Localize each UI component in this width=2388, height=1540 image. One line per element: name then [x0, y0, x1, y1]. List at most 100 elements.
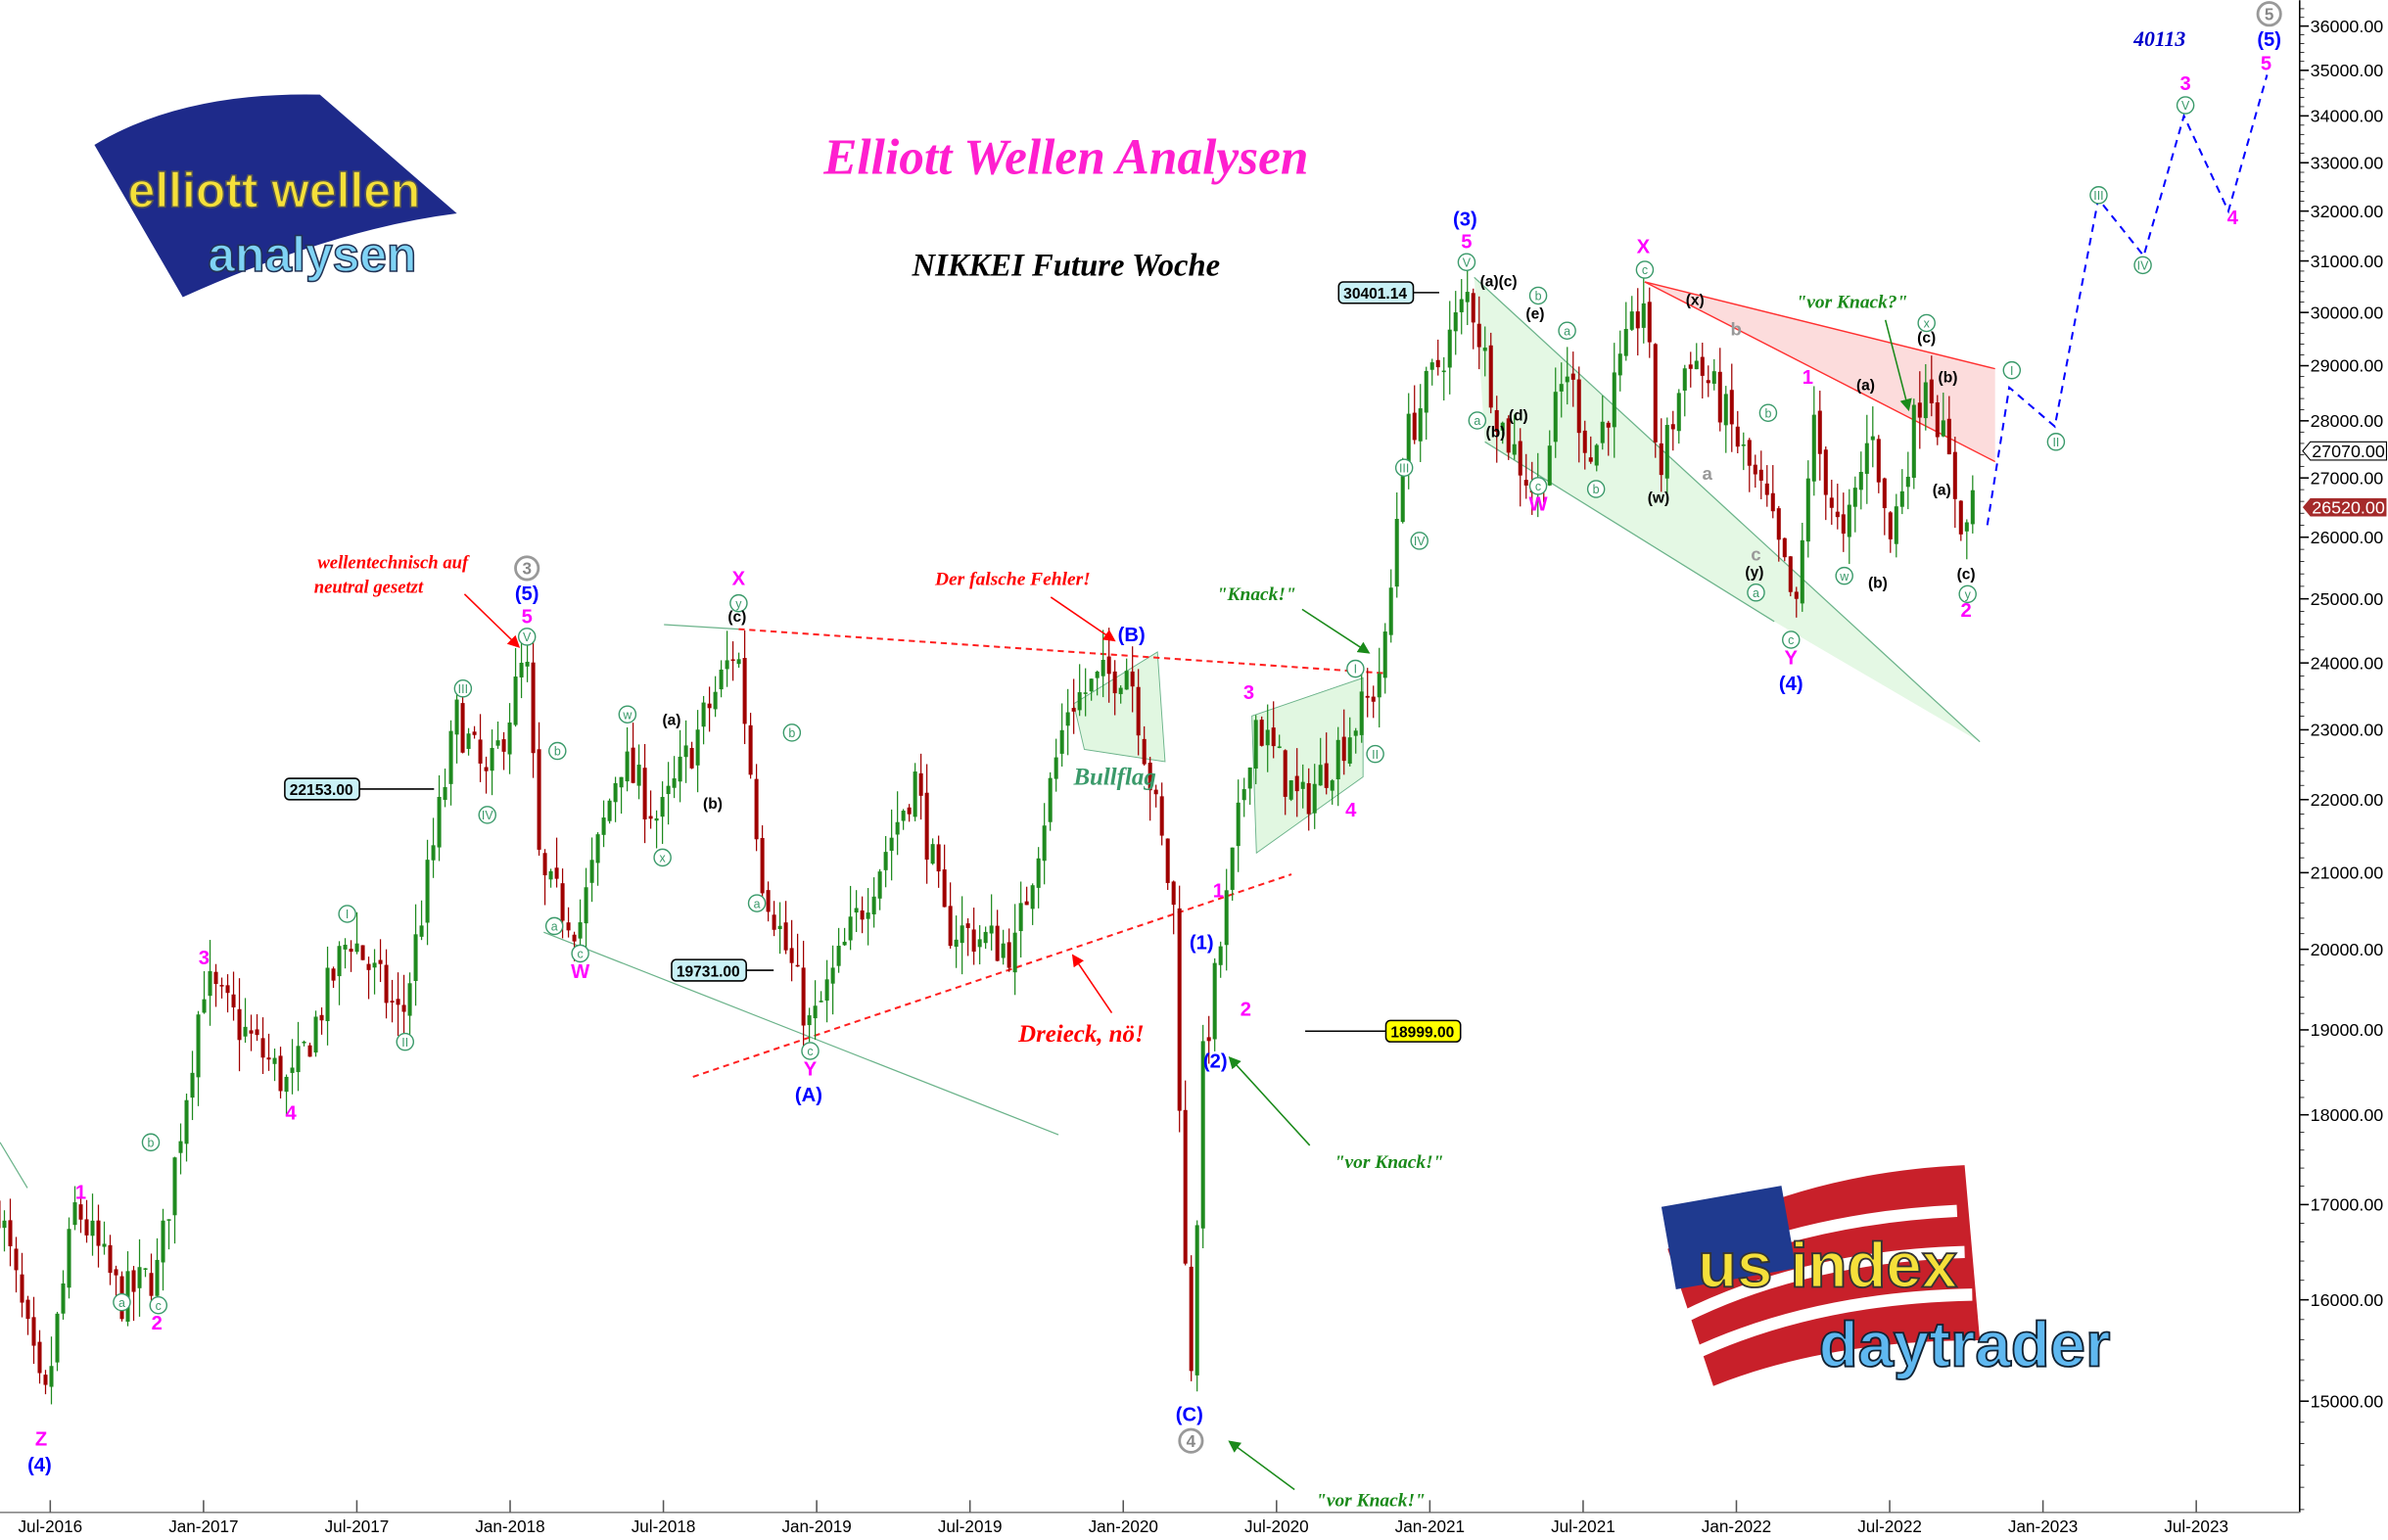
candle [396, 972, 400, 1037]
wave-label-black: (a) [662, 713, 680, 729]
triangle-bottom-dashed-line [692, 873, 1292, 1078]
candle-body [748, 724, 753, 775]
candle-body [1441, 370, 1446, 373]
candle-body [472, 731, 477, 735]
candle [302, 1040, 306, 1047]
y-tick-label: 33000.00 [2311, 153, 2384, 172]
candle [1194, 1220, 1199, 1392]
candle-body [1958, 500, 1963, 535]
candle [1206, 1015, 1211, 1064]
candle [1136, 669, 1141, 756]
candle [1159, 782, 1164, 846]
x-tick-label: Jul-2023 [2164, 1517, 2228, 1536]
candle [1858, 451, 1863, 510]
wave-label-blue: (A) [795, 1085, 822, 1106]
candle-body [1429, 362, 1434, 370]
candle-body [1165, 838, 1170, 883]
candle-body [819, 1001, 823, 1003]
wave-circle-icon [2089, 186, 2108, 205]
candle-body [243, 1026, 248, 1037]
candle [554, 837, 559, 888]
annotation-falsche-fehler: Der falsche Fehler! [934, 570, 1091, 590]
candle [1647, 287, 1652, 358]
wave-label-circled: w [618, 705, 637, 723]
candle [871, 877, 876, 928]
candle-body [1382, 631, 1387, 678]
candle [725, 630, 729, 687]
candle-body [443, 786, 447, 801]
wave-label-text: a [1564, 324, 1570, 338]
annotation-knack: "Knack!" [1217, 584, 1296, 605]
candle-body [1236, 802, 1241, 847]
wave-label-text: b [1535, 290, 1542, 303]
level-label-22153: 22153.00 [290, 782, 353, 799]
wave-circle-icon [1178, 1427, 1204, 1454]
candle-body [636, 765, 641, 786]
time-axis: Jul-2016 Jan-2017 Jul-2017 Jan-2018 Jul-2018… [0, 1500, 2300, 1536]
candle [1018, 881, 1023, 958]
candle-body [1547, 445, 1552, 486]
candle [924, 764, 929, 884]
candle [1353, 727, 1358, 754]
candle-body [407, 983, 412, 1016]
candle [437, 774, 442, 862]
candle-body [302, 1042, 306, 1044]
wave-label-text: III [458, 682, 468, 696]
wave-label-circled: IV [478, 806, 497, 824]
candle-body [366, 963, 371, 970]
candle [1183, 1080, 1188, 1266]
candle-body [1259, 720, 1264, 746]
candle [1835, 484, 1840, 530]
candle-body [1412, 412, 1417, 441]
candle-body [466, 733, 471, 749]
candle [701, 695, 706, 745]
wave-circle-icon [2176, 96, 2195, 115]
y-tick-label: 24000.00 [2311, 653, 2384, 673]
candle [1001, 929, 1006, 965]
wave-label-black: (b) [1939, 370, 1958, 387]
candle-body [1588, 457, 1593, 462]
candle [1142, 725, 1147, 767]
candle [566, 907, 571, 938]
candle [1664, 417, 1669, 504]
wave-label-black: (c) [1917, 330, 1936, 347]
candle-body [290, 1067, 295, 1073]
candle-body [484, 767, 489, 771]
candle [1453, 291, 1458, 355]
candle [1312, 764, 1317, 829]
candle-body [1418, 408, 1423, 442]
candle [683, 720, 688, 783]
wave-circle-icon [2002, 360, 2022, 380]
candle-body [231, 994, 236, 1007]
candle-body [155, 1259, 160, 1296]
candle-body [572, 934, 577, 942]
candle [1952, 437, 1957, 529]
candle-body [783, 922, 788, 951]
candle [2, 1210, 7, 1252]
candle-body [1453, 312, 1458, 332]
candle [331, 966, 336, 989]
candle [1741, 432, 1746, 471]
candle [272, 1049, 277, 1082]
candle-body [1095, 672, 1100, 678]
wave-label-black: (a) [1856, 377, 1875, 394]
candle [1324, 732, 1329, 795]
annotation-vor-knack-2: "vor Knack!" [1316, 1491, 1426, 1512]
candle [742, 630, 747, 745]
candle-body [1048, 777, 1053, 822]
candle-body [854, 908, 859, 913]
candle-body [1888, 512, 1893, 539]
candle [819, 991, 823, 1003]
candle [360, 945, 365, 960]
candle-body [78, 1204, 83, 1220]
candle-body [1899, 490, 1904, 507]
candle [1488, 332, 1493, 414]
candle-body [1776, 508, 1781, 540]
candle [319, 1006, 324, 1035]
wave-label-circled: I [1346, 659, 1365, 678]
candle [537, 722, 541, 857]
candle [542, 849, 547, 906]
candle [1171, 880, 1176, 935]
candle [448, 720, 453, 806]
candle [707, 686, 712, 732]
